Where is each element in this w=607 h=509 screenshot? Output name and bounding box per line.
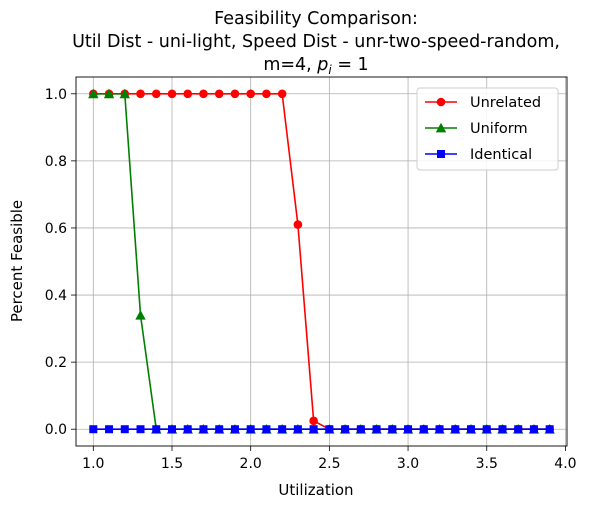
x-tick-label: 3.5 xyxy=(476,456,498,472)
legend-item-unrelated: Unrelated xyxy=(425,95,541,111)
data-point-unrelated xyxy=(199,89,208,99)
legend-label-uniform: Uniform xyxy=(470,121,528,137)
data-point-identical xyxy=(215,425,224,434)
data-point-unrelated xyxy=(309,416,318,426)
x-tick-label: 4.0 xyxy=(554,456,576,472)
legend-item-uniform: Uniform xyxy=(425,121,528,137)
legend-marker-unrelated xyxy=(436,97,446,107)
data-point-unrelated xyxy=(230,89,240,99)
chart-title-line-2: Util Dist - uni-light, Speed Dist - unr-… xyxy=(72,32,560,52)
y-tick-label: 0.6 xyxy=(45,221,67,237)
data-point-uniform xyxy=(103,88,115,99)
x-tick-label: 1.5 xyxy=(161,456,183,472)
data-point-uniform xyxy=(119,88,130,99)
axis-ticks: 1.0 1.5 2.0 2.5 3.0 3.5 4.0 0.0 0.2 0.4 0.6 0.8 1.0 xyxy=(45,87,577,472)
data-point-identical xyxy=(404,425,413,434)
y-tick-label: 0.0 xyxy=(45,422,67,438)
y-tick-label: 1.0 xyxy=(45,87,67,103)
series-identical xyxy=(89,425,554,434)
data-point-identical xyxy=(278,425,287,434)
data-point-unrelated xyxy=(293,220,303,229)
data-point-identical xyxy=(451,425,460,434)
data-point-identical xyxy=(230,425,239,434)
data-point-identical xyxy=(498,425,507,434)
data-point-identical xyxy=(183,425,192,434)
data-point-identical xyxy=(293,425,302,434)
data-point-identical xyxy=(514,425,523,434)
data-point-identical xyxy=(372,425,381,434)
y-tick-label: 0.2 xyxy=(45,355,67,371)
data-point-identical xyxy=(356,425,365,434)
data-point-identical xyxy=(309,425,318,434)
x-tick-label: 2.0 xyxy=(240,456,262,472)
data-point-identical xyxy=(120,425,129,434)
data-point-identical xyxy=(388,425,397,434)
data-point-identical xyxy=(529,425,538,434)
data-point-identical xyxy=(199,425,208,434)
data-point-identical xyxy=(167,425,176,434)
data-point-uniform xyxy=(88,88,99,99)
legend-marker-identical xyxy=(437,150,445,158)
data-point-unrelated xyxy=(167,89,177,99)
chart-title: Feasibility Comparison: Util Dist - uni-… xyxy=(72,9,560,77)
legend-box xyxy=(416,87,559,171)
legend: Unrelated Uniform Identical xyxy=(416,87,559,171)
series-layer xyxy=(88,88,555,434)
plot-frame xyxy=(75,76,568,447)
data-point-identical xyxy=(419,425,428,434)
data-point-unrelated xyxy=(151,89,161,99)
data-point-identical xyxy=(262,425,271,434)
y-tick-label: 0.8 xyxy=(45,154,67,170)
data-point-unrelated xyxy=(277,89,287,99)
data-point-unrelated xyxy=(246,89,255,99)
x-tick-label: 1.0 xyxy=(82,456,104,472)
data-point-identical xyxy=(152,425,161,434)
data-point-identical xyxy=(341,425,350,434)
legend-label-identical: Identical xyxy=(470,147,532,163)
data-point-identical xyxy=(136,425,145,434)
legend-marker-uniform xyxy=(435,122,447,133)
chart-title-line-3: m=4, pi = 1 xyxy=(263,55,368,77)
data-point-identical xyxy=(545,425,554,434)
data-point-identical xyxy=(435,425,444,434)
x-axis-label: Utilization xyxy=(278,481,353,499)
data-point-identical xyxy=(105,425,114,434)
x-tick-label: 2.5 xyxy=(318,456,340,472)
x-tick-label: 3.0 xyxy=(397,456,419,472)
y-axis-label: Percent Feasible xyxy=(8,200,26,322)
data-point-identical xyxy=(482,425,491,434)
chart-title-line-1: Feasibility Comparison: xyxy=(214,9,418,29)
data-point-unrelated xyxy=(214,89,224,99)
data-point-identical xyxy=(246,425,255,434)
data-point-unrelated xyxy=(183,89,193,99)
data-point-unrelated xyxy=(262,89,271,99)
legend-item-identical: Identical xyxy=(425,147,532,163)
data-point-identical xyxy=(325,425,334,434)
data-point-identical xyxy=(467,425,476,434)
data-point-uniform xyxy=(135,309,146,320)
data-point-identical xyxy=(89,425,98,434)
y-tick-label: 0.4 xyxy=(45,288,67,304)
legend-label-unrelated: Unrelated xyxy=(470,95,541,111)
data-point-unrelated xyxy=(136,89,145,99)
